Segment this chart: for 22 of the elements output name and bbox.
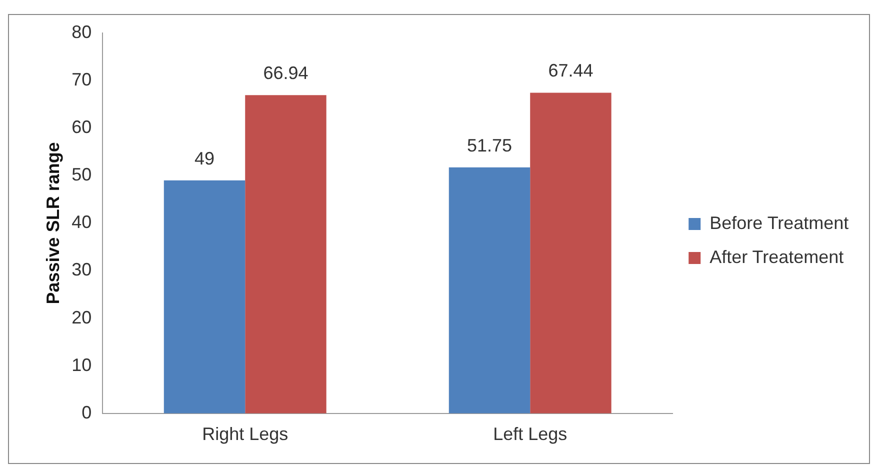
y-tick-label: 70	[72, 70, 92, 90]
x-tick-label: Left Legs	[493, 424, 568, 444]
bar	[530, 92, 612, 414]
x-tick-label: Right Legs	[202, 424, 288, 444]
y-tick-label: 60	[72, 117, 92, 138]
y-tick-label: 30	[72, 260, 92, 280]
y-tick-label: 40	[72, 212, 92, 232]
bar	[245, 95, 326, 414]
y-tick-label: 10	[72, 354, 92, 375]
y-tick-label: 20	[72, 307, 92, 328]
data-label: 49	[194, 148, 215, 168]
data-label: 67.44	[548, 60, 594, 81]
data-label: 51.75	[466, 135, 512, 156]
y-axis-title: Passive SLR range	[42, 142, 63, 304]
bar	[164, 180, 246, 414]
bar	[448, 167, 530, 414]
legend-label: After Treatement	[710, 246, 844, 267]
y-tick-label: 0	[82, 402, 92, 422]
y-tick-label: 50	[72, 164, 92, 185]
data-label: 66.94	[263, 63, 308, 84]
legend-label: Before Treatment	[710, 212, 849, 233]
y-tick-label: 80	[72, 22, 92, 42]
